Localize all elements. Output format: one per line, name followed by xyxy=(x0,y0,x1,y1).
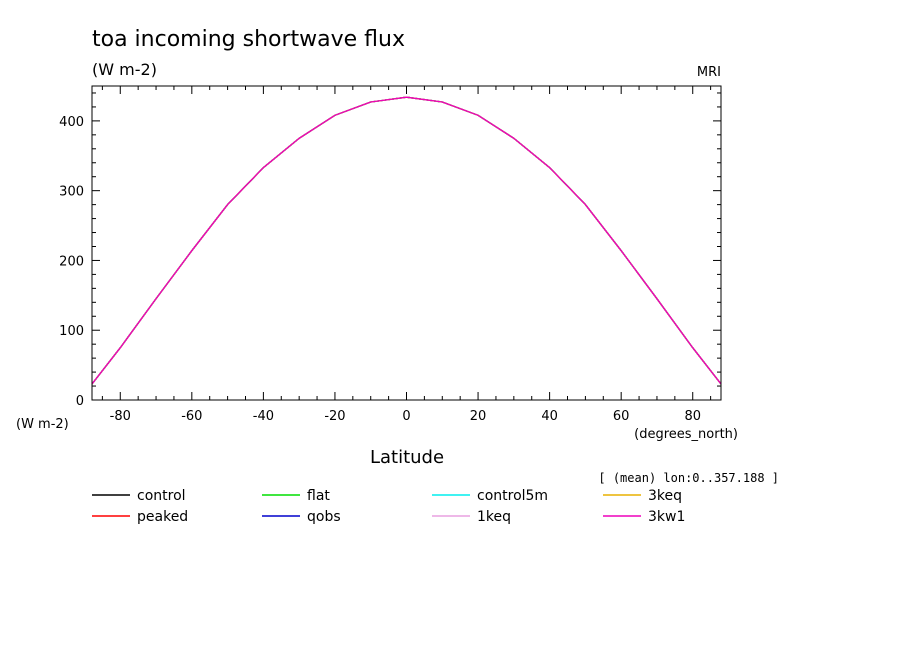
series-line-3kw1 xyxy=(91,96,722,385)
plot-frame xyxy=(91,85,722,401)
legend-label-1keq: 1keq xyxy=(477,509,511,525)
series-line-qobs xyxy=(91,96,722,385)
y-tick-label: 0 xyxy=(76,394,84,409)
y-tick-label: 400 xyxy=(59,115,84,130)
x-tick-label: -20 xyxy=(324,409,345,424)
y-tick-label: 200 xyxy=(59,254,84,269)
chart-title: toa incoming shortwave flux xyxy=(92,27,405,52)
y-tick-label: 100 xyxy=(59,324,84,339)
axis-ticks: -80 -60 -40 -20 0 20 40 60 80 0 100 200 300 400 xyxy=(59,86,721,424)
legend-label-3kw1: 3kw1 xyxy=(648,509,685,525)
series-line-peaked xyxy=(91,96,722,385)
x-tick-label: -40 xyxy=(253,409,274,424)
x-tick-label: -60 xyxy=(181,409,202,424)
series-line-control5m xyxy=(91,96,722,385)
legend-label-control: control xyxy=(137,488,186,504)
series-line-control xyxy=(91,96,722,385)
series-line-1keq xyxy=(91,96,722,385)
legend-label-peaked: peaked xyxy=(137,509,188,525)
series-line-3keq xyxy=(91,96,722,385)
model-label: MRI xyxy=(697,65,721,80)
x-tick-label: 80 xyxy=(684,409,701,424)
legend-label-control5m: control5m xyxy=(477,488,548,504)
y-tick-label: 300 xyxy=(59,185,84,200)
legend-label-flat: flat xyxy=(307,488,330,504)
x-tick-label: 20 xyxy=(470,409,487,424)
legend-label-qobs: qobs xyxy=(307,509,341,525)
x-axis-label: Latitude xyxy=(370,447,444,468)
x-tick-label: -80 xyxy=(110,409,131,424)
mean-annotation: [ (mean) lon:0..357.188 ] xyxy=(598,471,779,485)
series-line-flat xyxy=(91,96,722,385)
chart-units: (W m-2) xyxy=(92,60,157,79)
y-axis-units: (W m-2) xyxy=(16,417,69,432)
x-tick-label: 60 xyxy=(613,409,630,424)
x-tick-label: 40 xyxy=(541,409,558,424)
x-tick-label: 0 xyxy=(402,409,410,424)
x-axis-units: (degrees_north) xyxy=(634,427,738,442)
legend-label-3keq: 3keq xyxy=(648,488,682,504)
series-layer xyxy=(91,96,722,385)
legend: control peaked flat qobs control5m 1keq 3keq 3k… xyxy=(92,488,685,525)
